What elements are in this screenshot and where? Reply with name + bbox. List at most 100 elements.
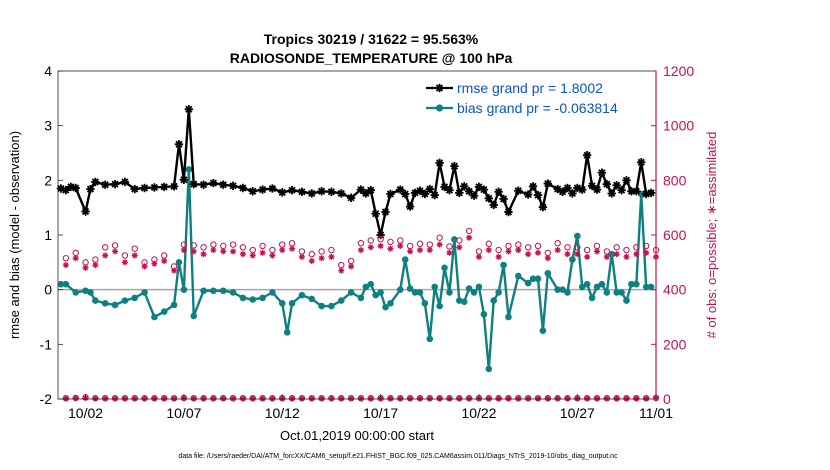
obs-possible-point — [465, 227, 473, 235]
obs-assimilated-point — [348, 263, 355, 270]
x-tick-label: 10/17 — [363, 405, 398, 421]
bias-point — [583, 280, 591, 288]
bias-point — [603, 289, 611, 296]
rmse-point — [258, 185, 267, 194]
bias-point — [451, 236, 458, 243]
rmse-point — [538, 202, 548, 212]
obs-assimilated-point — [357, 247, 364, 254]
legend-item-rmse: rmse grand pr = 1.8002 — [426, 80, 603, 96]
legend: rmse grand pr = 1.8002 bias grand pr = -… — [423, 76, 653, 120]
obs-assimilated-point — [112, 248, 119, 255]
rmse-point — [327, 187, 336, 197]
bias-point — [544, 269, 552, 277]
bias-point — [185, 166, 193, 173]
bias-point — [647, 283, 655, 291]
obs-assimilated-point — [230, 395, 237, 402]
rmse-point — [199, 180, 208, 189]
obs-assimilated-point — [485, 395, 492, 402]
rmse-point — [637, 158, 646, 167]
rmse-point — [578, 185, 587, 194]
bias-point — [441, 264, 448, 272]
obs-assimilated-point — [446, 249, 453, 256]
right-y-tick-label: 600 — [663, 227, 687, 243]
bias-point — [121, 297, 129, 304]
left-y-tick-label: 2 — [44, 172, 52, 188]
obs-assimilated-point — [112, 395, 119, 402]
plot-background — [58, 71, 656, 399]
rmse-point — [450, 161, 459, 171]
obs-assimilated-point — [102, 252, 109, 259]
obs-assimilated-point — [584, 253, 591, 260]
obs-assimilated-point — [574, 251, 581, 258]
left-y-axis-label: rmse and bias (model - observation) — [7, 131, 22, 339]
obs-assimilated-point — [505, 395, 512, 402]
obs-assimilated-point — [249, 395, 256, 402]
obs-possible-point — [200, 244, 207, 251]
bias-point — [426, 335, 434, 343]
obs-assimilated-point — [367, 244, 374, 251]
rmse-point — [617, 185, 626, 195]
obs-assimilated-point — [121, 259, 128, 266]
rmse-point — [219, 180, 228, 189]
rmse-point — [346, 193, 356, 203]
bias-point — [180, 286, 188, 293]
obs-assimilated-point — [633, 395, 640, 402]
bias-point — [500, 261, 507, 269]
rmse-point — [494, 187, 503, 197]
obs-assimilated-point — [328, 253, 335, 260]
right-y-tick-label: 400 — [663, 282, 687, 298]
obs-assimilated-point — [131, 252, 138, 259]
bias-point — [495, 289, 502, 296]
rmse-point — [563, 183, 572, 193]
obs-assimilated-point — [525, 251, 532, 258]
obs-assimilated-point — [534, 395, 541, 402]
bias-point — [101, 300, 109, 307]
bias-point — [578, 283, 586, 291]
obs-assimilated-point — [338, 267, 345, 274]
bias-point — [62, 280, 70, 288]
bias-point — [470, 289, 478, 296]
rmse-point — [533, 190, 543, 200]
obs-assimilated-point — [544, 395, 551, 402]
obs-assimilated-point — [505, 248, 512, 255]
x-tick-label: 11/01 — [639, 405, 673, 421]
obs-assimilated-point — [593, 395, 600, 402]
rmse-point — [91, 177, 100, 187]
obs-possible-point — [633, 244, 640, 251]
rmse-point — [278, 188, 287, 197]
bias-point — [377, 289, 384, 296]
legend-box — [423, 76, 653, 120]
obs-possible-point — [524, 244, 532, 251]
obs-assimilated-point — [318, 255, 325, 262]
obs-assimilated-point — [239, 251, 246, 258]
obs-assimilated-point — [259, 249, 266, 256]
obs-assimilated-point — [338, 395, 345, 402]
bias-point — [524, 279, 532, 287]
chart-title: Tropics 30219 / 31622 = 95.563% RADIOSON… — [230, 31, 513, 66]
obs-assimilated-point — [495, 395, 502, 402]
x-tick-label: 10/02 — [68, 405, 103, 421]
obs-possible-point — [102, 244, 109, 251]
obs-assimilated-point — [436, 395, 443, 402]
bias-point — [57, 280, 65, 288]
obs-assimilated-point — [554, 395, 561, 402]
right-y-tick-label: 800 — [663, 172, 687, 188]
bias-point — [515, 272, 522, 280]
bias-point — [628, 280, 635, 288]
bias-point — [608, 250, 616, 258]
obs-assimilated-point — [387, 245, 394, 252]
rmse-point — [582, 150, 592, 160]
bias-point — [278, 300, 286, 307]
rmse-point — [174, 140, 184, 149]
obs-assimilated-point — [466, 395, 473, 402]
obs-assimilated-point — [564, 251, 571, 258]
obs-assimilated-point — [102, 395, 109, 402]
rmse-point — [405, 202, 415, 211]
obs-assimilated-point — [613, 251, 620, 258]
bias-point — [396, 286, 404, 293]
obs-possible-point — [495, 246, 502, 254]
bias-point — [574, 232, 581, 240]
bias-point — [72, 289, 79, 296]
rmse-point — [371, 209, 380, 218]
bias-point — [347, 289, 355, 296]
